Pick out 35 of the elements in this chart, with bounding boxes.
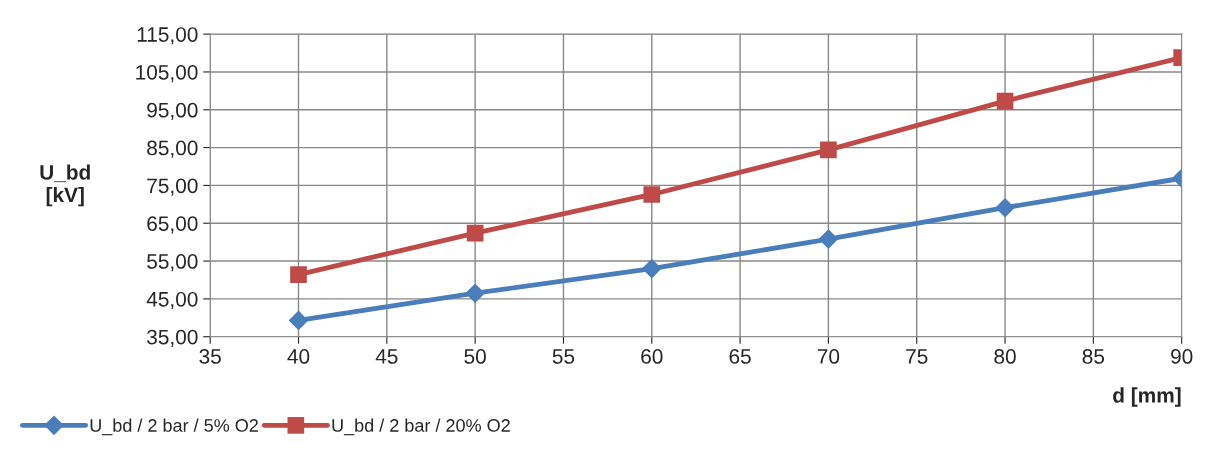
point xyxy=(288,310,309,331)
x-tick-label: 50 xyxy=(464,349,486,364)
x-tick-label: 35 xyxy=(199,349,221,364)
y-tick-label: 65,00 xyxy=(147,216,198,234)
y-tick-label: 115,00 xyxy=(137,27,198,45)
y-tick-label: 55,00 xyxy=(147,254,198,272)
y-tick-label: 75,00 xyxy=(147,178,198,196)
point xyxy=(466,224,484,242)
point xyxy=(465,283,485,304)
x-axis-title: d [mm] xyxy=(1113,387,1181,407)
point xyxy=(643,186,661,203)
x-tick-label: 65 xyxy=(729,349,751,364)
x-tick-label: 40 xyxy=(287,349,310,364)
x-tick-label: 45 xyxy=(375,349,398,364)
y-tick-label: 45,00 xyxy=(146,291,198,310)
y-tick-label: 95,00 xyxy=(147,102,198,120)
point xyxy=(996,92,1014,110)
x-tick-label: 60 xyxy=(641,349,663,364)
x-tick-label: 55 xyxy=(552,349,575,364)
x-tick-label: 85 xyxy=(1082,349,1105,364)
point xyxy=(290,266,307,284)
x-tick-label: 90 xyxy=(1171,349,1193,364)
y-tick-label: 85,00 xyxy=(147,140,198,158)
legend-label: U_bd / 2 bar / 5% O2 xyxy=(90,418,258,436)
point xyxy=(820,141,837,159)
point xyxy=(995,197,1015,218)
x-tick-label: 70 xyxy=(817,349,840,364)
y-tick-label: 105,00 xyxy=(136,64,198,83)
x-tick-label: 80 xyxy=(994,349,1016,364)
x-tick-label: 75 xyxy=(906,349,928,364)
y-tick-label: 35,00 xyxy=(147,329,198,347)
legend-label: U_bd / 2 bar / 20% O2 xyxy=(332,418,510,436)
y-axis-title: U_bd [kV] xyxy=(40,164,90,207)
point xyxy=(641,258,662,279)
point xyxy=(818,229,839,249)
